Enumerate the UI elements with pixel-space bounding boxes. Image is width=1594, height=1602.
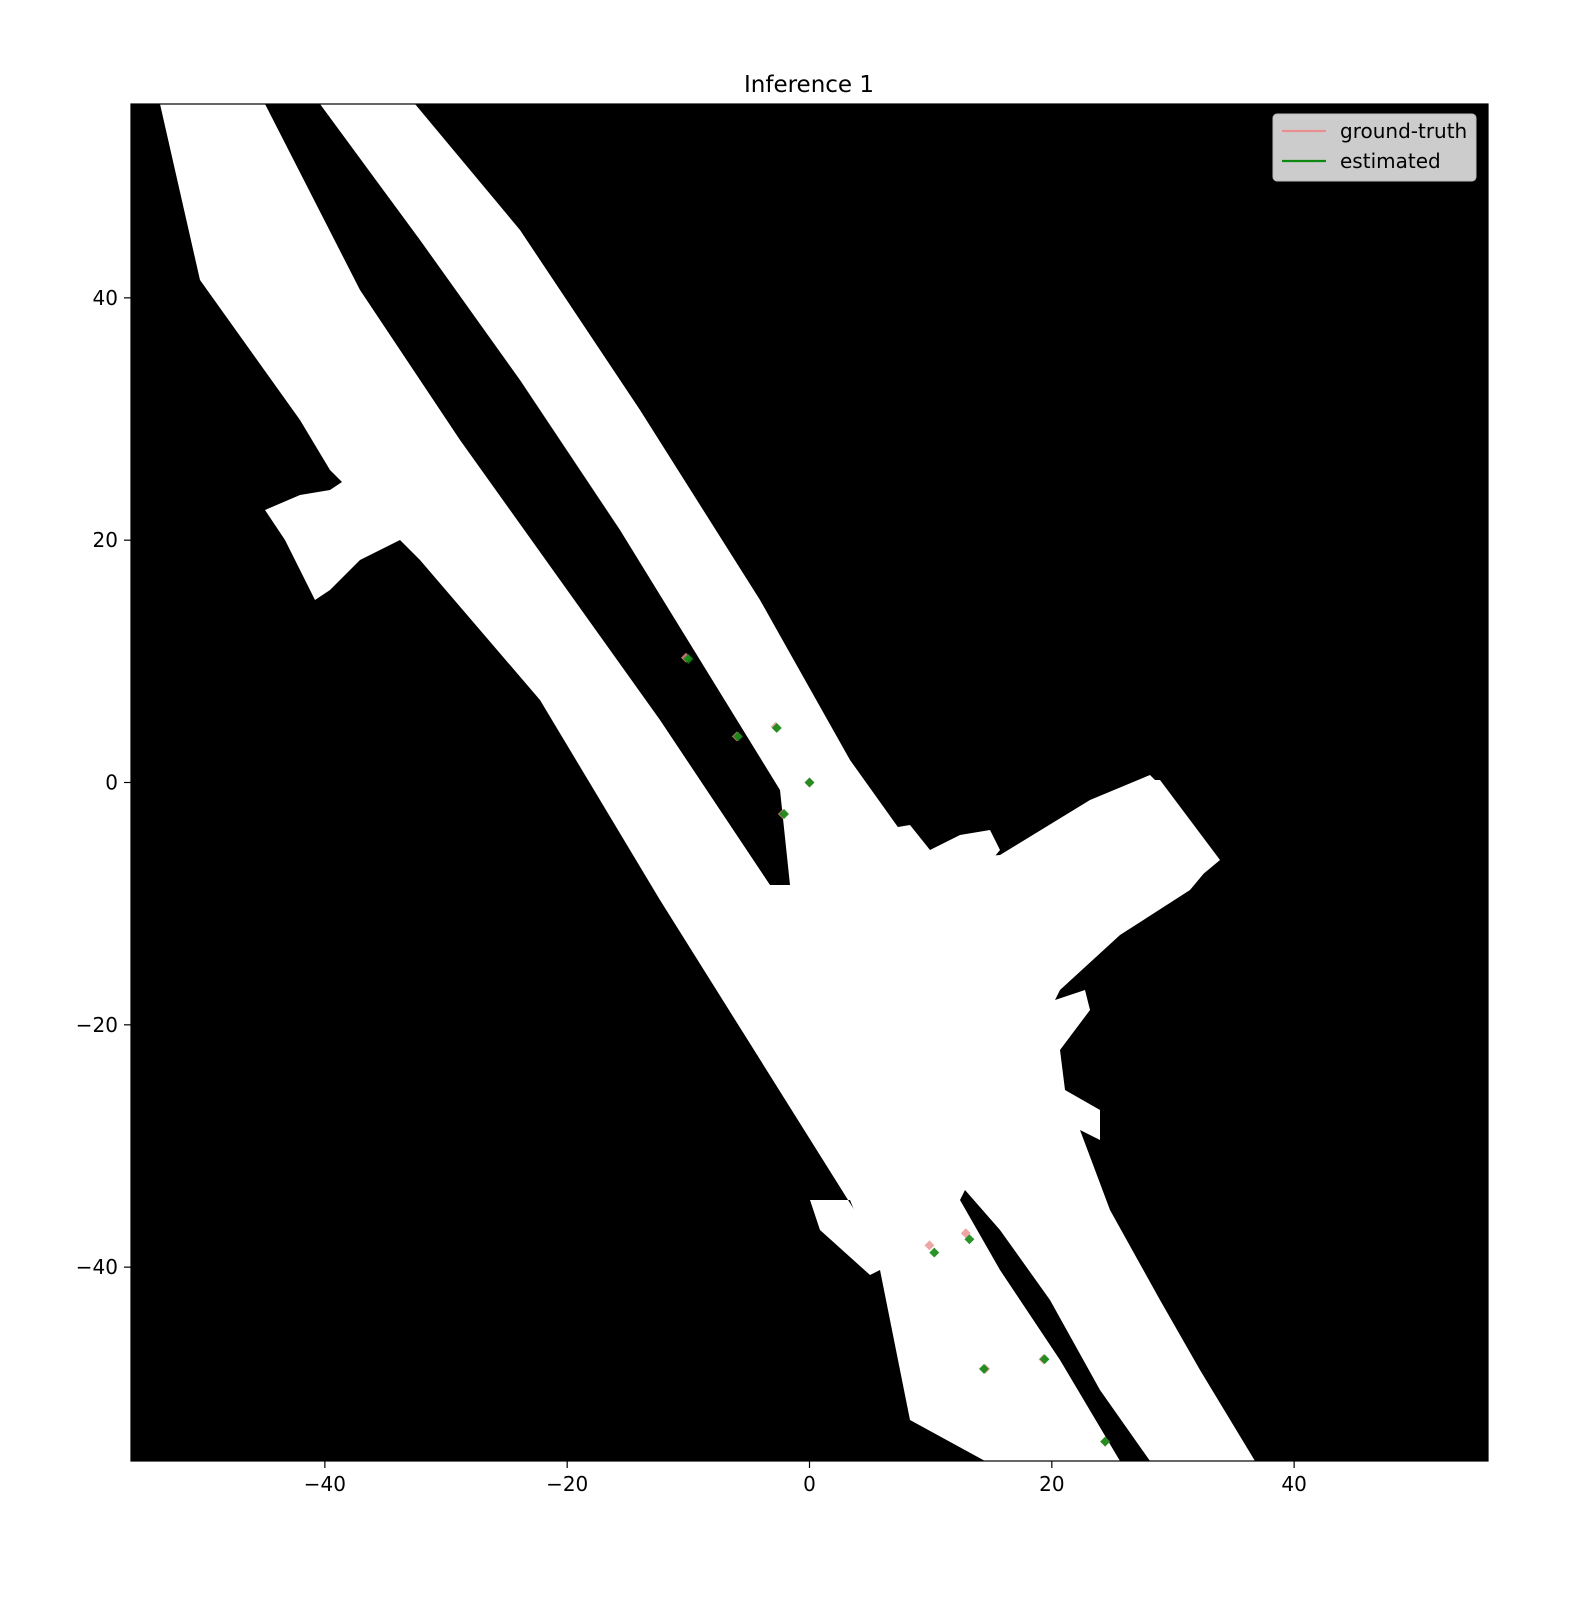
- estimated-point: [929, 1247, 940, 1258]
- estimated-point: [733, 731, 743, 742]
- y-tick-label: 0: [105, 771, 118, 795]
- x-tick-label: −20: [546, 1472, 588, 1496]
- estimated-point: [1100, 1436, 1111, 1447]
- x-tick-label: 40: [1281, 1472, 1306, 1496]
- x-axis: −40 −20 0 20 40: [304, 1461, 1307, 1496]
- free-space-corridor-left-lane: [160, 104, 1000, 1461]
- legend-label-ground-truth: ground-truth: [1340, 119, 1467, 143]
- occupied-divider-strip: [265, 104, 790, 885]
- x-tick-label: 0: [803, 1472, 816, 1496]
- free-space-right-branch: [880, 780, 1220, 1000]
- y-tick-label: 40: [93, 286, 118, 310]
- estimated-point: [964, 1234, 975, 1245]
- estimated-point: [683, 653, 694, 664]
- estimated-point: [779, 809, 790, 819]
- y-tick-label: 20: [93, 528, 118, 552]
- ground-truth-point: [924, 1240, 935, 1251]
- free-space-side-branch: [265, 430, 420, 600]
- legend: ground-truth estimated: [1272, 113, 1477, 182]
- plot-area: [131, 104, 1488, 1461]
- chart-title: Inference 1: [744, 72, 874, 98]
- x-tick-label: −40: [304, 1472, 346, 1496]
- trajectory-points: [680, 652, 1111, 1447]
- y-axis: 40 20 0 −20 −40: [76, 286, 131, 1279]
- y-tick-label: −40: [76, 1255, 118, 1279]
- legend-label-estimated: estimated: [1340, 149, 1441, 173]
- estimated-point: [804, 777, 815, 788]
- estimated-point: [771, 723, 782, 733]
- x-tick-label: 20: [1039, 1472, 1064, 1496]
- estimated-point: [979, 1363, 989, 1374]
- y-tick-label: −20: [76, 1013, 118, 1037]
- estimated-point: [1039, 1354, 1050, 1365]
